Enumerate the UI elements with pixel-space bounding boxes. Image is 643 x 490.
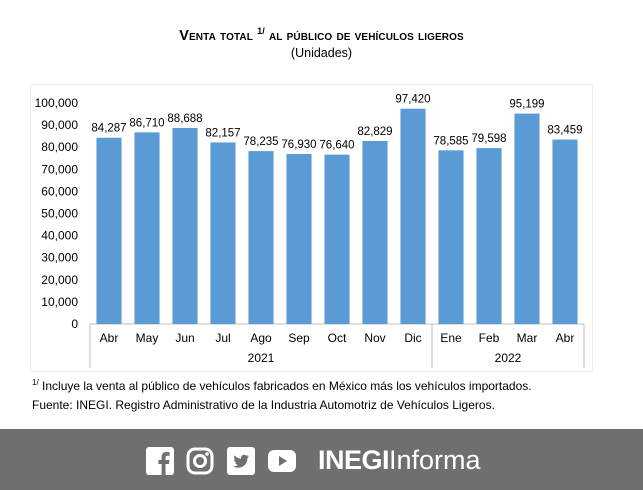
x-tick-label: Abr — [556, 331, 575, 345]
footnote-text: Incluye la venta al público de vehículos… — [42, 379, 532, 393]
bar — [324, 154, 350, 324]
bar — [400, 108, 426, 324]
data-label: 82,829 — [357, 126, 392, 138]
data-label: 84,287 — [91, 123, 126, 135]
chart-title: Venta total 1/ al público de vehículos l… — [0, 26, 643, 44]
data-label: 78,585 — [433, 135, 468, 147]
bar — [286, 153, 312, 324]
twitter-icon[interactable] — [227, 447, 255, 475]
footnote: 1/ Incluye la venta al público de vehícu… — [32, 378, 532, 393]
chart-area: 0 10,000 20,000 30,000 40,000 50,000 60,000 70,… — [30, 84, 593, 372]
x-tick-label: May — [136, 331, 159, 345]
footer-bar: INEGIInforma — [0, 429, 643, 490]
brand-light: Informa — [389, 445, 481, 475]
y-tick-label: 100,000 — [35, 96, 79, 110]
data-label: 95,199 — [509, 99, 544, 111]
y-tick-label: 80,000 — [41, 140, 78, 154]
data-label: 79,598 — [471, 133, 506, 145]
chart-subtitle: (Unidades) — [290, 46, 353, 60]
inegi-informa-logo: INEGIInforma — [318, 443, 481, 477]
y-tick-label: 70,000 — [41, 162, 78, 176]
y-tick-label: 20,000 — [41, 273, 78, 287]
bar — [134, 132, 160, 324]
data-label: 86,710 — [129, 117, 164, 129]
y-tick-label: 60,000 — [41, 184, 78, 198]
bar — [210, 142, 236, 324]
bar — [438, 150, 464, 324]
x-tick-label: Sep — [288, 331, 310, 345]
bar — [172, 127, 198, 325]
y-tick-label: 90,000 — [41, 118, 78, 132]
x-tick-label: Feb — [479, 331, 500, 345]
x-tick-label: Ene — [440, 331, 462, 345]
footnote-marker: 1/ — [32, 378, 39, 387]
y-tick-label: 40,000 — [41, 229, 78, 243]
bar — [362, 140, 388, 324]
data-label: 83,459 — [547, 125, 582, 137]
bar — [514, 113, 540, 324]
data-label: 76,930 — [281, 139, 316, 151]
y-tick-label: 30,000 — [41, 251, 78, 265]
brand-strong: INEGI — [318, 445, 390, 475]
x-tick-label: Ago — [250, 331, 272, 345]
data-label: 97,420 — [395, 94, 430, 106]
data-label: 76,640 — [319, 140, 354, 152]
x-tick-label: Dic — [404, 331, 421, 345]
bar — [96, 137, 122, 324]
x-tick-label: Oct — [328, 331, 347, 345]
year-group-label: 2022 — [495, 351, 522, 365]
data-label: 82,157 — [205, 127, 240, 139]
year-group-label: 2021 — [248, 351, 275, 365]
source-note: Fuente: INEGI. Registro Administrativo d… — [32, 398, 495, 412]
data-label: 78,235 — [243, 136, 278, 148]
y-tick-label: 0 — [71, 317, 78, 331]
x-tick-label: Nov — [364, 331, 385, 345]
y-tick-label: 10,000 — [41, 295, 78, 309]
x-tick-label: Jun — [175, 331, 194, 345]
chart-title-superscript: 1/ — [257, 26, 265, 36]
y-tick-label: 50,000 — [41, 207, 78, 221]
instagram-icon[interactable] — [186, 447, 214, 475]
chart-title-rest: al público de vehículos ligeros — [268, 27, 464, 44]
data-label: 88,688 — [167, 113, 202, 125]
chart-title-main: Venta total — [179, 27, 253, 44]
bar — [552, 139, 578, 324]
x-tick-label: Abr — [100, 331, 119, 345]
x-tick-label: Mar — [517, 331, 538, 345]
bar-chart: 0 10,000 20,000 30,000 40,000 50,000 60,000 70,… — [35, 94, 585, 368]
bar — [476, 148, 502, 324]
x-tick-label: Jul — [215, 331, 230, 345]
facebook-icon[interactable] — [146, 447, 174, 475]
bar — [248, 151, 274, 324]
youtube-icon[interactable] — [268, 447, 296, 475]
